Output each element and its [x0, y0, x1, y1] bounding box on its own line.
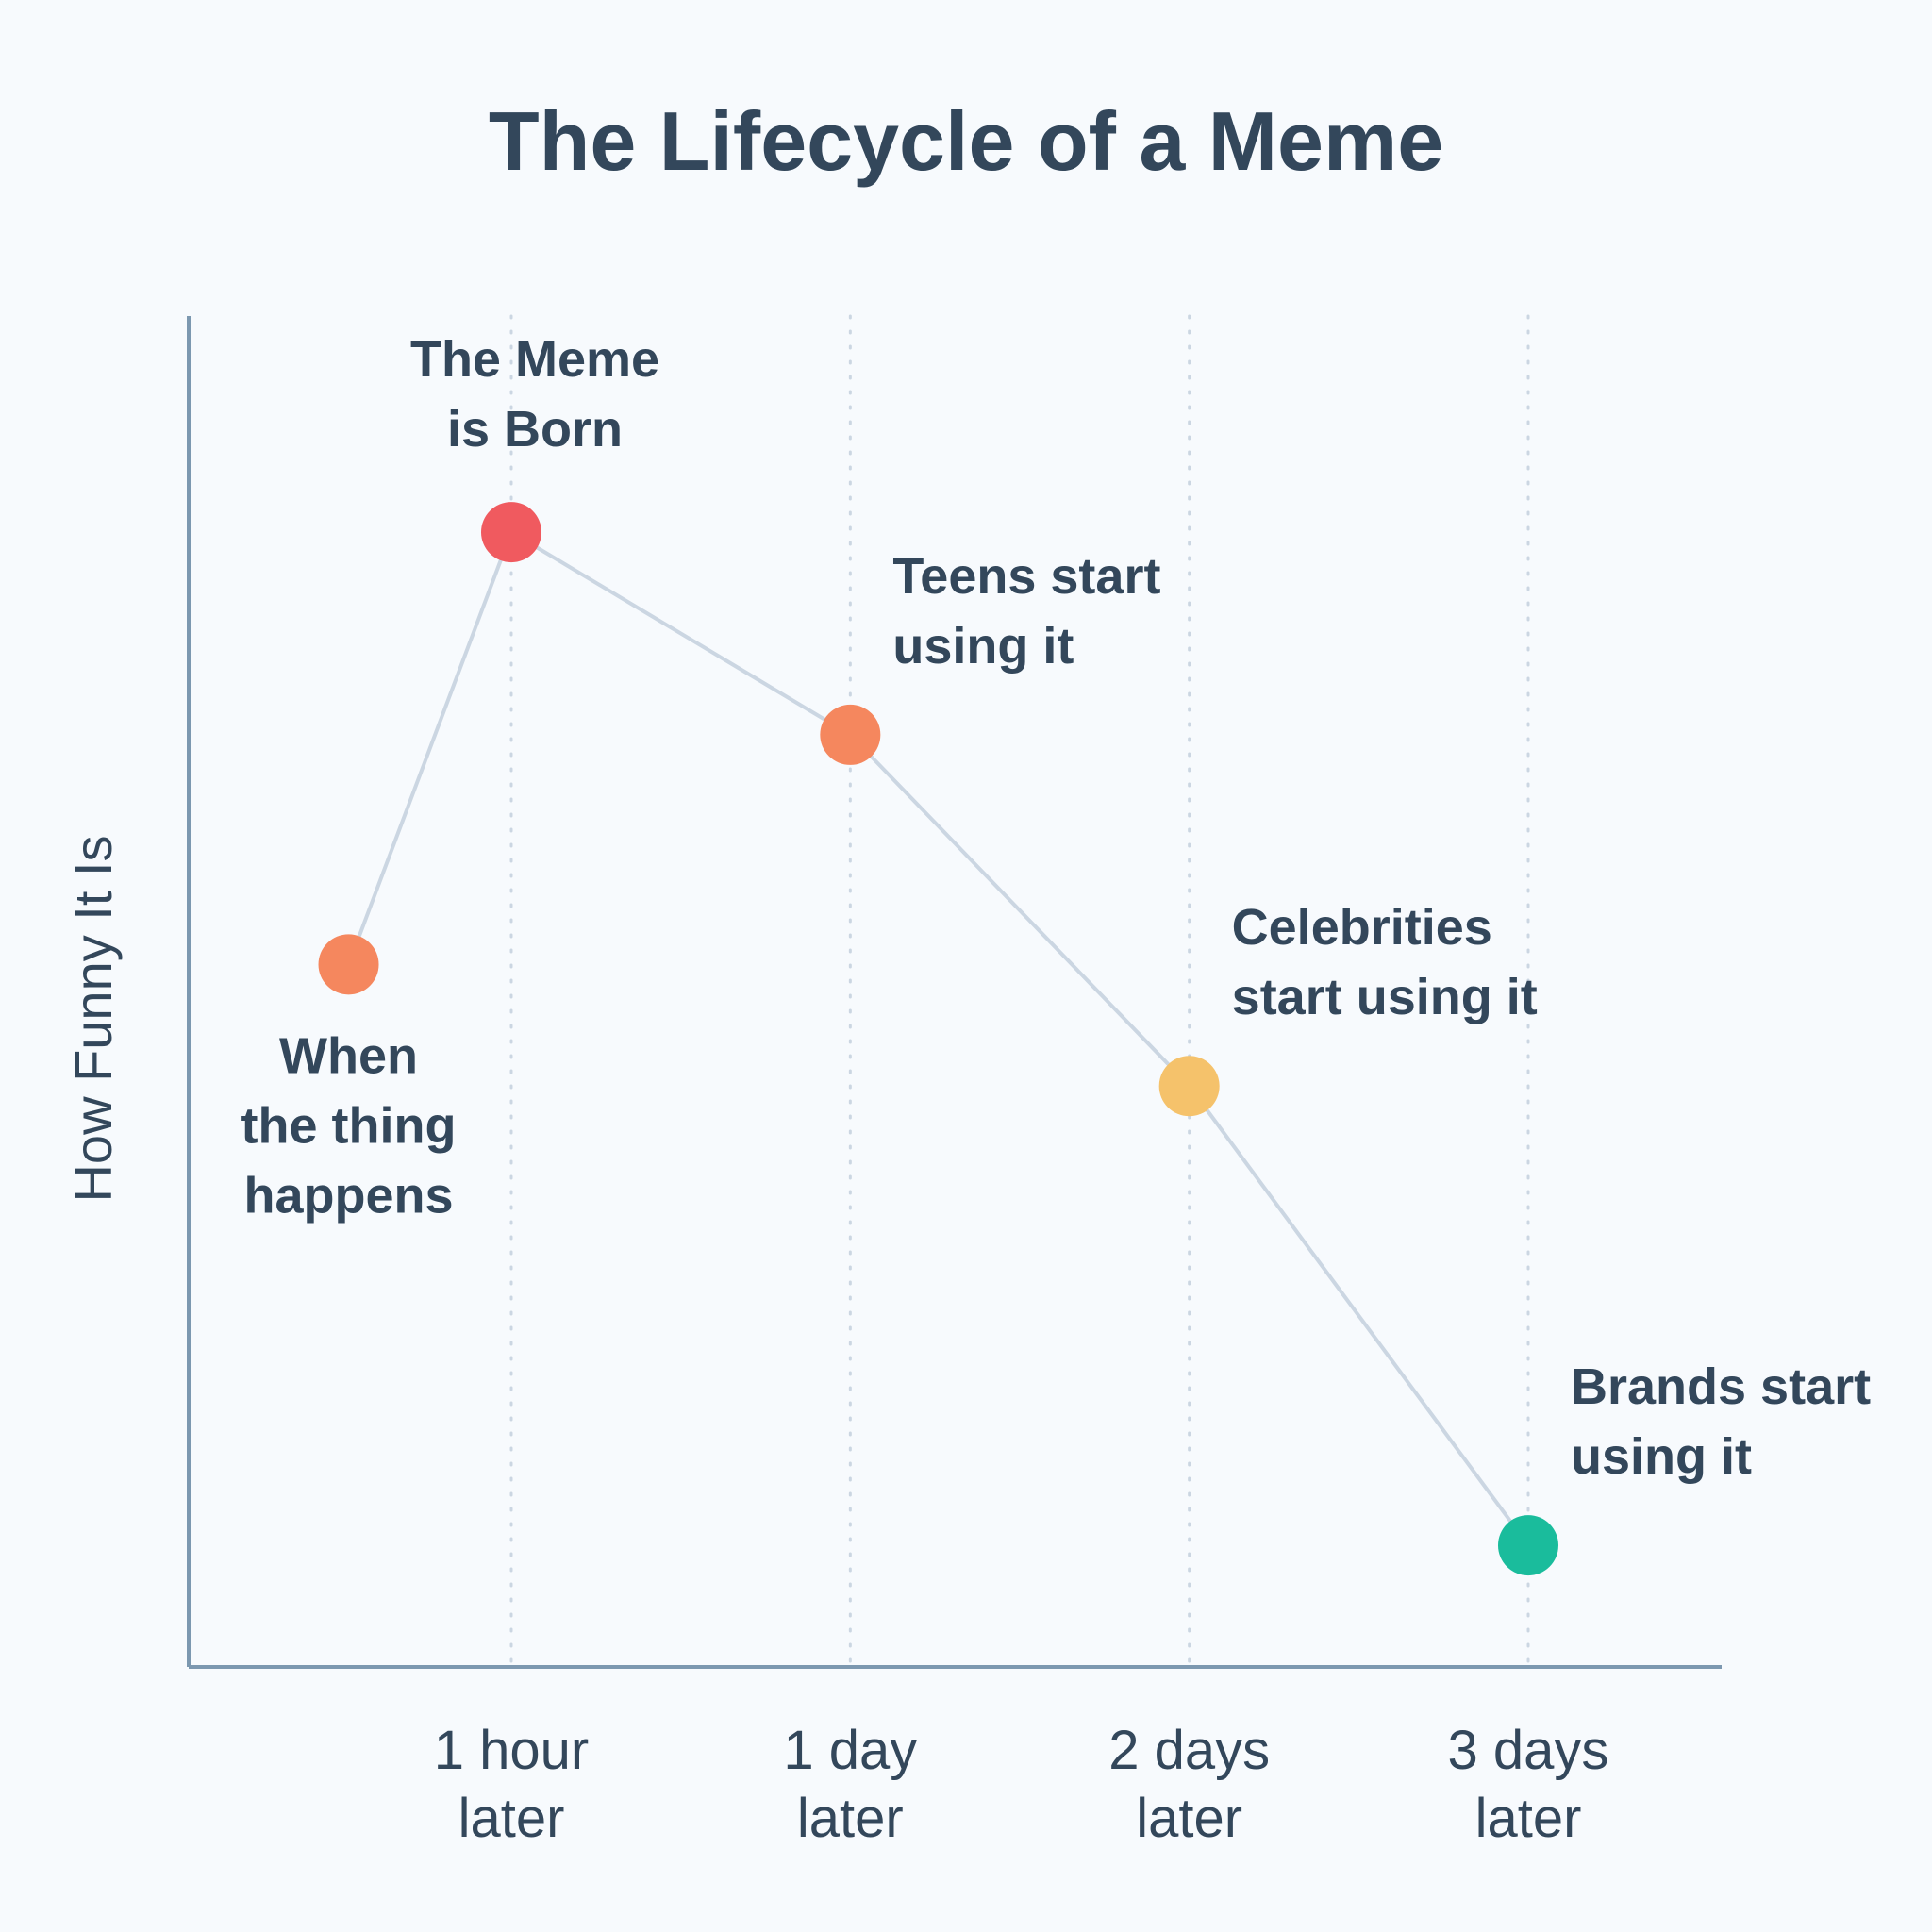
x-tick-label-4: 3 days later — [1448, 1720, 1609, 1849]
y-axis-label: How Funny It Is — [63, 835, 123, 1202]
annotation-label-line: When — [279, 1027, 418, 1084]
x-tick-label-2: 1 day later — [783, 1720, 917, 1849]
data-point-5 — [1498, 1515, 1558, 1576]
data-point-2 — [481, 502, 541, 563]
x-tick-label-line: 3 days — [1448, 1720, 1609, 1781]
annotation-label-line: is Born — [447, 401, 623, 458]
annotation-label-line: the thing — [242, 1097, 457, 1154]
x-tick-labels: 1 hour later 1 day later 2 days later 3 days la… — [434, 1720, 1609, 1849]
annotation-labels: When the thing happens The Meme is Born Teens… — [242, 331, 1872, 1485]
data-point-4 — [1158, 1056, 1220, 1117]
x-tick-label-line: later — [1136, 1788, 1242, 1849]
annotation-label-line: using it — [1571, 1428, 1752, 1485]
x-tick-label-line: later — [1475, 1788, 1582, 1849]
annotation-label-line: start using it — [1232, 969, 1538, 1025]
x-tick-label-line: 1 hour — [434, 1720, 589, 1781]
series-line — [346, 529, 1530, 1547]
annotation-label-2: The Meme is Born — [410, 331, 659, 458]
annotation-label-4: Celebrities start using it — [1232, 899, 1538, 1025]
annotation-label-5: Brands start using it — [1571, 1358, 1871, 1485]
x-tick-label-line: later — [797, 1788, 904, 1849]
series-line-group — [346, 529, 1530, 1547]
x-tick-label-1: 1 hour later — [434, 1720, 589, 1849]
data-point-3 — [820, 704, 881, 765]
x-tick-label-line: 2 days — [1108, 1720, 1270, 1781]
annotation-label-line: using it — [892, 618, 1074, 675]
annotation-label-line: happens — [243, 1167, 453, 1224]
annotation-label-1: When the thing happens — [242, 1027, 457, 1224]
data-points — [318, 502, 1558, 1576]
annotation-label-line: Teens start — [892, 548, 1160, 605]
chart-title: The Lifecycle of a Meme — [489, 94, 1443, 188]
x-tick-label-3: 2 days later — [1108, 1720, 1270, 1849]
annotation-label-line: Brands start — [1571, 1358, 1871, 1415]
annotation-label-line: Celebrities — [1232, 899, 1492, 956]
data-point-1 — [318, 934, 379, 995]
annotation-label-3: Teens start using it — [892, 548, 1160, 675]
annotation-label-line: The Meme — [410, 331, 659, 388]
x-tick-label-line: 1 day — [783, 1720, 917, 1781]
x-tick-label-line: later — [458, 1788, 565, 1849]
axes — [187, 316, 1722, 1669]
